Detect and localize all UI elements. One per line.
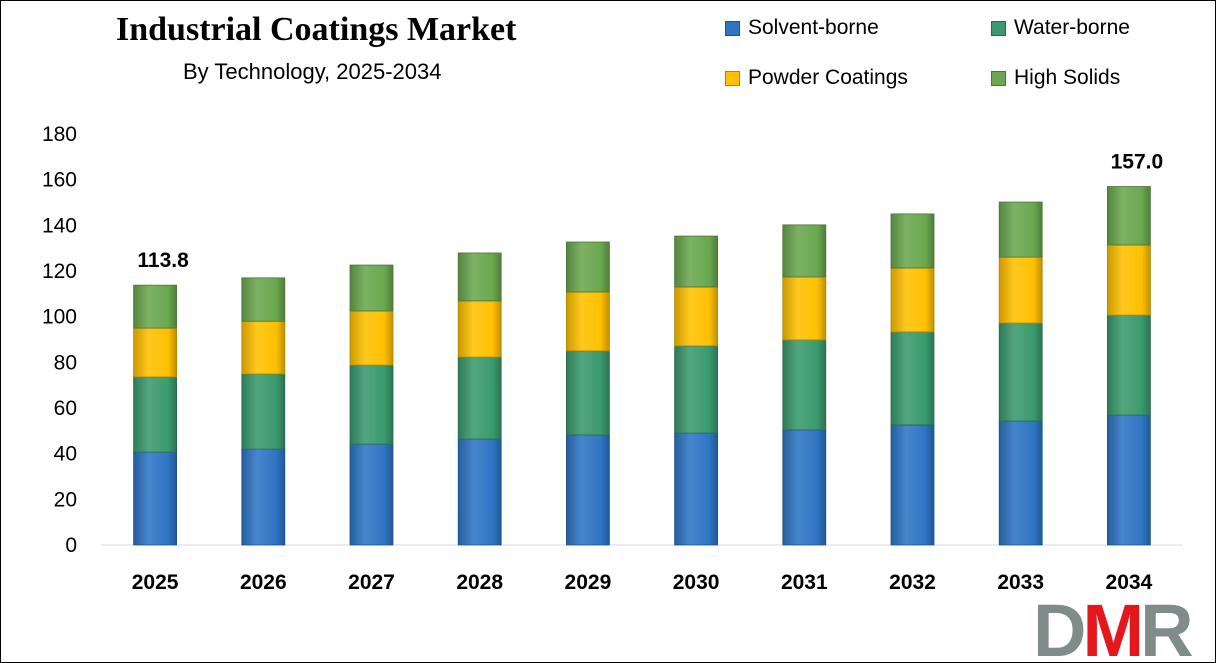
bar-segment-high-solids [674, 235, 718, 288]
dmr-logo: DMR [1033, 589, 1194, 663]
x-tick-label: 2029 [565, 571, 612, 594]
bar-segment-water-borne [349, 364, 394, 445]
bar-segment-powder-coatings [782, 276, 827, 341]
bar-segment-solvent-borne [349, 443, 394, 546]
bar-segment-powder-coatings [674, 286, 718, 347]
bar-segment-high-solids [998, 201, 1043, 258]
bar-segment-high-solids [890, 213, 935, 269]
bar-segment-powder-coatings [241, 320, 286, 375]
legend-swatch [991, 70, 1006, 86]
x-tick-label: 2031 [781, 571, 828, 594]
bar-segment-solvent-borne [566, 434, 610, 546]
bar-segment-solvent-borne [133, 451, 178, 546]
x-tick-label: 2034 [1106, 571, 1153, 594]
bar-segment-water-borne [1107, 314, 1151, 416]
bar-segment-high-solids [457, 252, 502, 302]
bar-segment-water-borne [133, 376, 178, 453]
bar-segment-solvent-borne [1107, 414, 1151, 546]
data-label: 157.0 [1111, 151, 1164, 174]
bar-segment-solvent-borne [674, 432, 718, 546]
bar-segment-solvent-borne [457, 438, 502, 546]
bar-segment-powder-coatings [349, 310, 394, 366]
x-tick-label: 2025 [132, 571, 179, 594]
data-label: 113.8 [137, 249, 189, 272]
legend-swatch [725, 70, 740, 86]
x-tick-label: 2030 [673, 571, 720, 594]
legend-label: High Solids [1014, 66, 1121, 89]
bar-segment-powder-coatings [457, 300, 502, 358]
bar-segment-high-solids [241, 277, 286, 322]
bar-segment-high-solids [349, 264, 394, 312]
y-tick-label: 160 [42, 169, 77, 192]
x-tick-label: 2032 [889, 571, 936, 594]
legend-item-high-solids: High Solids [991, 66, 1120, 90]
bar-segment-water-borne [674, 345, 718, 434]
bar-segment-powder-coatings [133, 327, 178, 378]
chart-title: Industrial Coatings Market [116, 11, 517, 48]
x-tick-label: 2028 [456, 571, 503, 594]
x-tick-label: 2027 [348, 571, 395, 594]
bar-segment-powder-coatings [890, 267, 935, 333]
y-tick-label: 140 [42, 214, 77, 237]
legend-swatch [991, 20, 1006, 36]
y-tick-label: 180 [42, 123, 77, 146]
bar-segment-high-solids [133, 284, 178, 329]
y-tick-label: 60 [54, 397, 77, 420]
legend-label: Water-borne [1014, 16, 1130, 39]
y-tick-label: 120 [42, 260, 77, 283]
bar-segment-high-solids [782, 224, 827, 278]
bar-segment-solvent-borne [782, 429, 827, 546]
bar-segment-powder-coatings [566, 291, 610, 352]
x-tick-label: 2033 [997, 571, 1044, 594]
legend-item-solvent-borne: Solvent-borne [725, 16, 879, 40]
bar-segment-high-solids [566, 241, 610, 293]
y-tick-label: 40 [54, 443, 77, 466]
legend-label: Powder Coatings [748, 66, 908, 89]
x-tick-label: 2026 [240, 571, 287, 594]
legend-label: Solvent-borne [748, 16, 879, 39]
chart-subtitle: By Technology, 2025-2034 [183, 59, 442, 84]
bar-segment-water-borne [457, 356, 502, 440]
bar-segment-water-borne [890, 331, 935, 426]
bar-segment-water-borne [998, 322, 1043, 422]
legend-item-water-borne: Water-borne [991, 16, 1130, 40]
bar-segment-high-solids [1107, 186, 1151, 246]
bar-segment-solvent-borne [241, 448, 286, 546]
y-tick-label: 20 [54, 488, 77, 511]
y-tick-label: 100 [42, 306, 77, 329]
bar-segment-solvent-borne [998, 420, 1043, 546]
y-tick-label: 0 [65, 534, 77, 557]
bar-segment-solvent-borne [890, 424, 935, 546]
legend-swatch [725, 20, 740, 36]
bar-segment-powder-coatings [998, 256, 1043, 324]
legend-item-powder-coatings: Powder Coatings [725, 66, 908, 90]
bar-segment-powder-coatings [1107, 244, 1151, 316]
y-tick-label: 80 [54, 351, 77, 374]
bar-segment-water-borne [241, 373, 286, 450]
bar-segment-water-borne [566, 350, 610, 436]
bar-segment-water-borne [782, 339, 827, 431]
